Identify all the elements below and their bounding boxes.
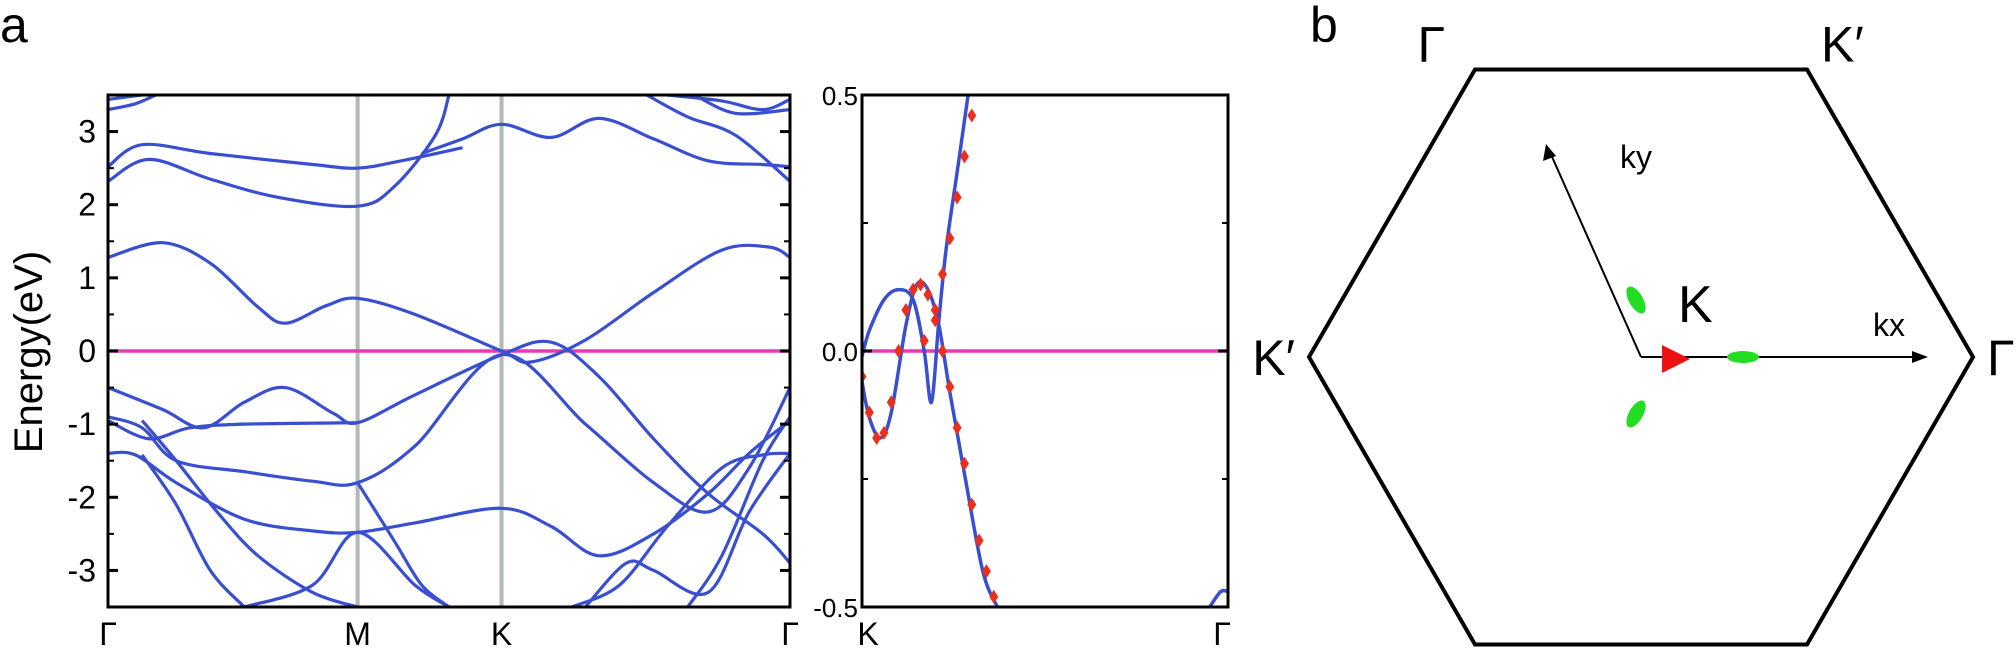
y-ticks: 3 2 1 0 -1 -2 -3 bbox=[68, 94, 790, 588]
pocket-upper bbox=[1626, 286, 1646, 314]
band-line-4 bbox=[108, 241, 790, 364]
ky-axis-arrow bbox=[1548, 149, 1642, 358]
fit-point bbox=[938, 344, 948, 358]
y-tick-label: -3 bbox=[68, 552, 96, 588]
fit-point bbox=[959, 456, 969, 471]
vertex-labels: Γ K′ Γ K′ Γ K′ bbox=[1252, 17, 2014, 650]
x-tick-label: K bbox=[491, 616, 512, 650]
center-k-label: K bbox=[1678, 276, 1713, 334]
panel-label-b: b bbox=[1310, 0, 1338, 53]
fit-point bbox=[901, 303, 911, 318]
panel-label-a: a bbox=[0, 0, 28, 53]
fit-point bbox=[864, 405, 874, 420]
band-line-16 bbox=[356, 481, 451, 607]
vertex-label: Γ bbox=[1439, 648, 1467, 650]
ky-arrowhead bbox=[1543, 144, 1556, 161]
band-line-8 bbox=[667, 95, 790, 112]
y-tick-label: 2 bbox=[78, 187, 96, 223]
x-tick-label: Γ bbox=[99, 616, 117, 650]
fit-point bbox=[967, 108, 977, 123]
fit-point bbox=[879, 425, 889, 440]
band-line-11 bbox=[108, 419, 358, 441]
zoom-band-line-1 bbox=[862, 95, 970, 404]
center-pocket bbox=[1662, 345, 1690, 373]
fit-point bbox=[981, 564, 991, 579]
y-tick-label: -1 bbox=[68, 406, 96, 442]
hexagon bbox=[1306, 67, 1976, 647]
y-tick-label: 0.5 bbox=[822, 81, 858, 111]
band-line-3 bbox=[108, 95, 451, 209]
y-tick-label: 1 bbox=[78, 260, 96, 296]
band-line-19 bbox=[686, 415, 790, 607]
x-tick-label: K bbox=[857, 616, 878, 650]
vertex-label: Γ bbox=[1417, 17, 1445, 73]
fit-point bbox=[989, 589, 999, 604]
zoom-band-line-0 bbox=[862, 279, 1000, 607]
band-structure-panel: Energy(eV) 3 2 1 0 -1 -2 -3 Γ M K Γ bbox=[7, 93, 799, 650]
band-line-6 bbox=[646, 95, 790, 183]
vertex-label: K′ bbox=[1766, 648, 1809, 650]
x-tick-label: Γ bbox=[781, 616, 799, 650]
fit-point bbox=[930, 303, 940, 318]
fit-point bbox=[952, 420, 962, 435]
band-line-5 bbox=[421, 116, 790, 169]
band-line-12 bbox=[108, 419, 790, 558]
vertex-label: Γ bbox=[1987, 330, 2015, 386]
fit-point bbox=[945, 231, 955, 246]
vertex-label: K′ bbox=[1252, 330, 1295, 386]
band-line-13 bbox=[140, 419, 359, 607]
fit-point bbox=[872, 431, 882, 446]
fit-point bbox=[974, 533, 984, 548]
band-line-17 bbox=[584, 452, 790, 607]
fit-points bbox=[862, 108, 999, 604]
y-tick-label: 0 bbox=[78, 333, 96, 369]
kx-arrowhead bbox=[1912, 351, 1928, 363]
fit-point bbox=[967, 497, 977, 512]
fit-point bbox=[938, 267, 948, 282]
band-line-10 bbox=[108, 353, 790, 514]
band-line-1 bbox=[108, 95, 157, 112]
fit-point bbox=[916, 277, 926, 292]
fit-point bbox=[908, 282, 918, 297]
fit-point bbox=[930, 313, 940, 328]
band-line-14 bbox=[140, 453, 246, 607]
x-tick-label: Γ bbox=[1213, 616, 1231, 650]
y-axis-label: Energy(eV) bbox=[7, 251, 51, 453]
kx-label: kx bbox=[1873, 307, 1905, 343]
fit-point bbox=[919, 333, 929, 348]
y-tick-label: -2 bbox=[68, 479, 96, 515]
fit-point bbox=[959, 149, 969, 164]
pocket-lower bbox=[1626, 400, 1646, 428]
ky-label: ky bbox=[1620, 139, 1652, 175]
brillouin-zone-panel: Γ K′ Γ K′ Γ K′ ky kx K bbox=[1252, 17, 2014, 650]
y-tick-label: 3 bbox=[78, 114, 96, 150]
y-tick-label: 0.0 bbox=[822, 337, 858, 367]
vertex-label: K′ bbox=[1821, 17, 1864, 73]
band-line-2 bbox=[108, 142, 463, 170]
y-tick-label: -0.5 bbox=[813, 593, 858, 623]
zoom-band-line-2 bbox=[1208, 588, 1228, 607]
fit-point bbox=[886, 395, 896, 410]
x-tick-label: M bbox=[344, 616, 371, 650]
fit-point bbox=[894, 344, 904, 358]
pocket-right bbox=[1727, 351, 1759, 363]
fit-point bbox=[945, 379, 955, 394]
band-line-9 bbox=[108, 339, 790, 565]
band-line-15 bbox=[243, 530, 450, 607]
fit-point bbox=[923, 287, 933, 302]
y-ticks: 0.5 0.0 -0.5 bbox=[813, 81, 1228, 623]
fit-point bbox=[952, 190, 962, 205]
band-lines bbox=[108, 95, 790, 607]
